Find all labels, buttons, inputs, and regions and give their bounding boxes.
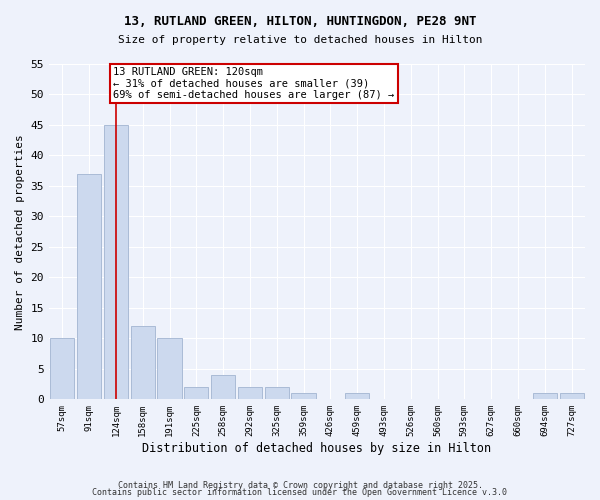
Text: Size of property relative to detached houses in Hilton: Size of property relative to detached ho… [118, 35, 482, 45]
Bar [292, 393, 316, 400]
Bar [77, 174, 101, 400]
Bar [157, 338, 182, 400]
Bar [50, 338, 74, 400]
Text: Contains HM Land Registry data © Crown copyright and database right 2025.: Contains HM Land Registry data © Crown c… [118, 480, 482, 490]
Bar [238, 387, 262, 400]
Bar [211, 375, 235, 400]
X-axis label: Distribution of detached houses by size in Hilton: Distribution of detached houses by size … [142, 442, 491, 455]
Text: 13, RUTLAND GREEN, HILTON, HUNTINGDON, PE28 9NT: 13, RUTLAND GREEN, HILTON, HUNTINGDON, P… [124, 15, 476, 28]
Y-axis label: Number of detached properties: Number of detached properties [15, 134, 25, 330]
Bar [184, 387, 208, 400]
Text: Contains public sector information licensed under the Open Government Licence v.: Contains public sector information licen… [92, 488, 508, 497]
Bar [265, 387, 289, 400]
Bar [533, 393, 557, 400]
Bar [104, 125, 128, 400]
Bar [345, 393, 369, 400]
Bar [131, 326, 155, 400]
Text: 13 RUTLAND GREEN: 120sqm
← 31% of detached houses are smaller (39)
69% of semi-d: 13 RUTLAND GREEN: 120sqm ← 31% of detach… [113, 67, 394, 100]
Bar [560, 393, 584, 400]
